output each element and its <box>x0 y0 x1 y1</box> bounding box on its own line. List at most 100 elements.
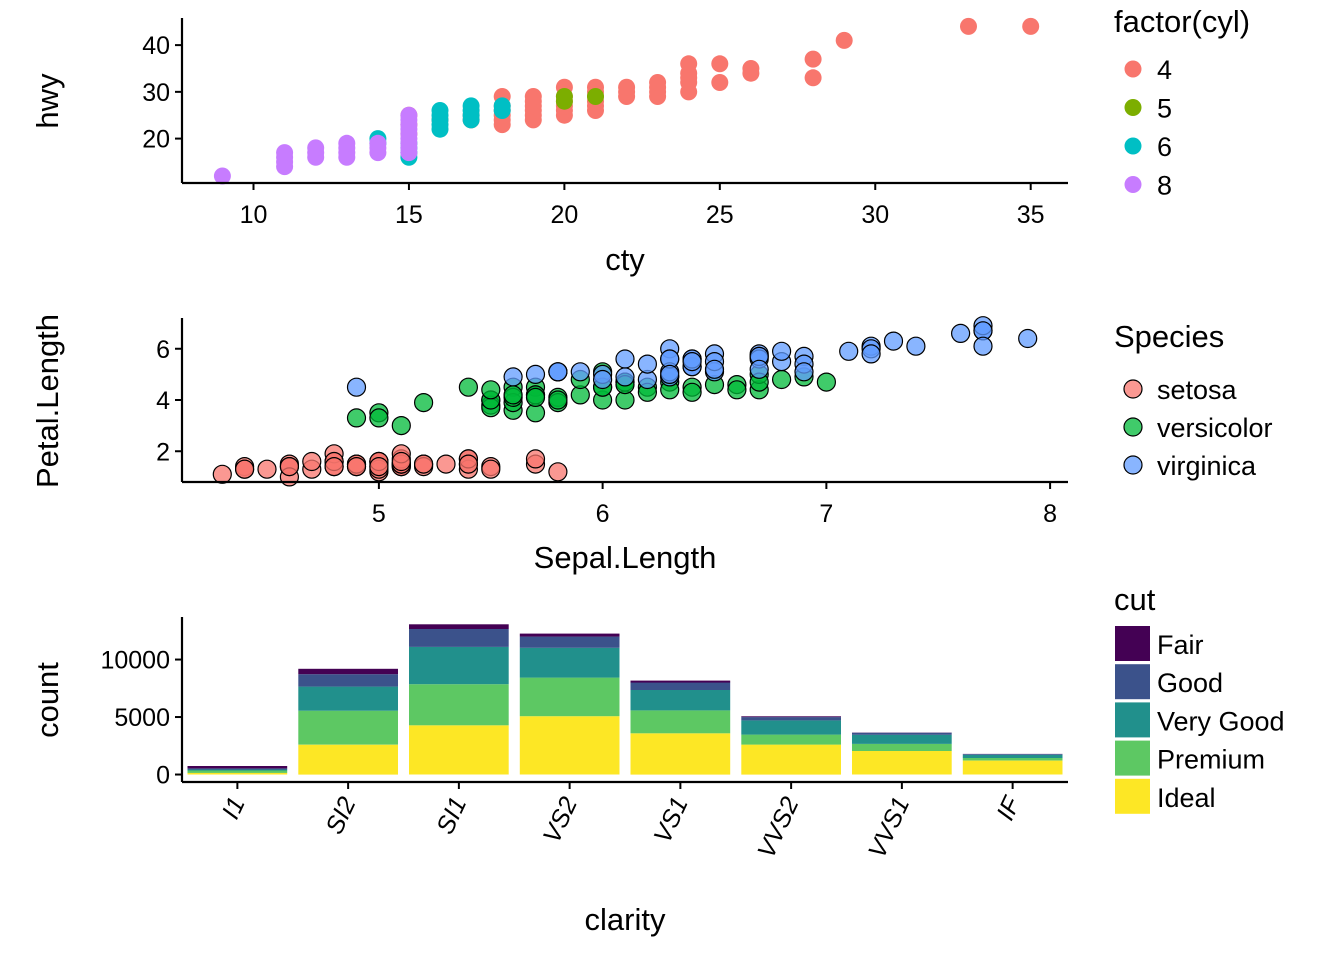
x-axis-title-mpg: cty <box>605 242 645 277</box>
point-setosa <box>235 459 255 479</box>
y-tick-label: 30 <box>142 79 170 107</box>
bar-i1-premium <box>187 770 288 773</box>
point-cyl-4 <box>711 55 729 73</box>
x-tick-label: 10 <box>240 201 268 229</box>
legend-diamonds: Fair Good Very Good Premium Ideal <box>1115 626 1285 814</box>
bar-vs1-premium <box>630 710 731 734</box>
legend-key-cyl-5 <box>1124 99 1142 116</box>
point-virginica <box>883 331 904 351</box>
bar-i1-good <box>187 768 288 770</box>
point-cyl-5 <box>555 88 573 105</box>
x-tick-label-si2: SI2 <box>320 793 361 839</box>
x-tick-label-si1: SI1 <box>431 793 472 839</box>
point-virginica <box>839 341 859 361</box>
legend-key-setosa <box>1123 379 1143 399</box>
plot-area-mpg <box>213 17 1040 185</box>
legend-mpg: 4 5 6 8 <box>1124 55 1172 201</box>
point-cyl-4 <box>524 88 542 105</box>
legend-label-setosa: setosa <box>1157 375 1238 405</box>
legend-label-cyl-8: 8 <box>1157 171 1172 201</box>
bar-vs1-fair <box>630 680 731 683</box>
x-tick-label: 30 <box>861 201 889 229</box>
legend-key-fair <box>1115 626 1150 661</box>
legend-label-virginica: virginica <box>1157 451 1257 481</box>
point-virginica <box>548 362 568 382</box>
point-virginica <box>637 354 658 374</box>
legend-key-cyl-6 <box>1124 137 1142 155</box>
bar-if-good <box>962 754 1063 755</box>
plot-area-iris <box>212 316 1038 487</box>
bar-vs2-fair <box>519 633 620 637</box>
axes-mpg: 20 30 40 10 15 20 25 30 35 <box>142 18 1068 229</box>
point-setosa <box>525 449 546 469</box>
bar-if-premium <box>962 757 1063 761</box>
legend-key-cyl-4 <box>1124 60 1142 78</box>
bar-vs2-ideal <box>519 716 620 775</box>
point-setosa <box>391 451 411 472</box>
x-tick-label: 20 <box>550 201 578 229</box>
point-setosa <box>369 457 389 477</box>
bar-vs1-ideal <box>630 733 731 775</box>
y-axis-title-diamonds: count <box>30 662 65 738</box>
bar-vvs2-very-good <box>741 720 841 735</box>
point-cyl-8 <box>307 139 325 157</box>
legend-iris: setosa versicolor virginica <box>1123 375 1273 481</box>
y-tick-label: 2 <box>156 438 170 466</box>
point-cyl-8 <box>338 134 356 152</box>
bar-vvs2-premium <box>741 734 841 745</box>
legend-label-very-good: Very Good <box>1157 706 1285 736</box>
y-tick-label: 5000 <box>114 704 170 732</box>
legend-label-fair: Fair <box>1157 630 1204 660</box>
point-cyl-4 <box>804 50 822 68</box>
bar-vvs2-good <box>741 717 841 721</box>
legend-label-versicolor: versicolor <box>1157 413 1273 443</box>
point-versicolor <box>414 393 434 413</box>
bar-si1-fair <box>409 624 509 629</box>
y-tick-label: 6 <box>156 336 170 364</box>
point-cyl-6 <box>462 97 480 115</box>
point-virginica <box>615 367 635 387</box>
point-virginica <box>570 362 590 382</box>
axes-iris: 2 4 6 5 6 7 8 <box>156 318 1068 528</box>
plot-area-diamonds <box>187 624 1063 775</box>
bar-vvs1-good <box>852 732 952 735</box>
y-tick-label: 20 <box>142 126 170 154</box>
bar-si2-ideal <box>298 744 398 775</box>
point-virginica <box>346 377 367 397</box>
bar-vvs2-ideal <box>741 744 841 775</box>
point-virginica <box>861 344 881 364</box>
point-versicolor <box>458 377 478 397</box>
point-virginica <box>660 364 680 384</box>
legend-key-ideal <box>1115 778 1150 814</box>
point-virginica <box>973 336 993 356</box>
point-virginica <box>1018 328 1038 349</box>
x-tick-label: 7 <box>819 500 833 528</box>
bar-vvs1-very-good <box>852 734 952 744</box>
legend-label-premium: Premium <box>1157 745 1265 775</box>
bar-vvs1-premium <box>852 743 952 751</box>
point-versicolor <box>369 408 389 428</box>
legend-key-versicolor <box>1123 417 1143 437</box>
point-versicolor <box>771 369 792 390</box>
legend-label-cyl-5: 5 <box>1157 94 1172 124</box>
point-versicolor <box>503 385 523 405</box>
x-tick-label-i1: I1 <box>217 793 251 824</box>
point-cyl-6 <box>431 102 449 119</box>
legend-title-mpg: factor(cyl) <box>1114 4 1250 39</box>
x-tick-label: 25 <box>706 201 734 229</box>
point-setosa <box>302 451 322 472</box>
point-setosa <box>346 457 367 477</box>
bar-vs1-very-good <box>630 690 731 711</box>
point-cyl-8 <box>213 167 231 185</box>
point-setosa <box>257 459 277 479</box>
bar-if-very-good <box>962 754 1063 758</box>
point-versicolor <box>481 380 501 400</box>
bar-vvs2-fair <box>741 716 841 718</box>
point-cyl-6 <box>493 97 511 115</box>
legend-label-ideal: Ideal <box>1157 783 1216 813</box>
point-cyl-4 <box>649 74 667 91</box>
point-virginica <box>615 349 635 369</box>
legend-key-very-good <box>1115 702 1150 738</box>
point-setosa <box>458 454 478 474</box>
